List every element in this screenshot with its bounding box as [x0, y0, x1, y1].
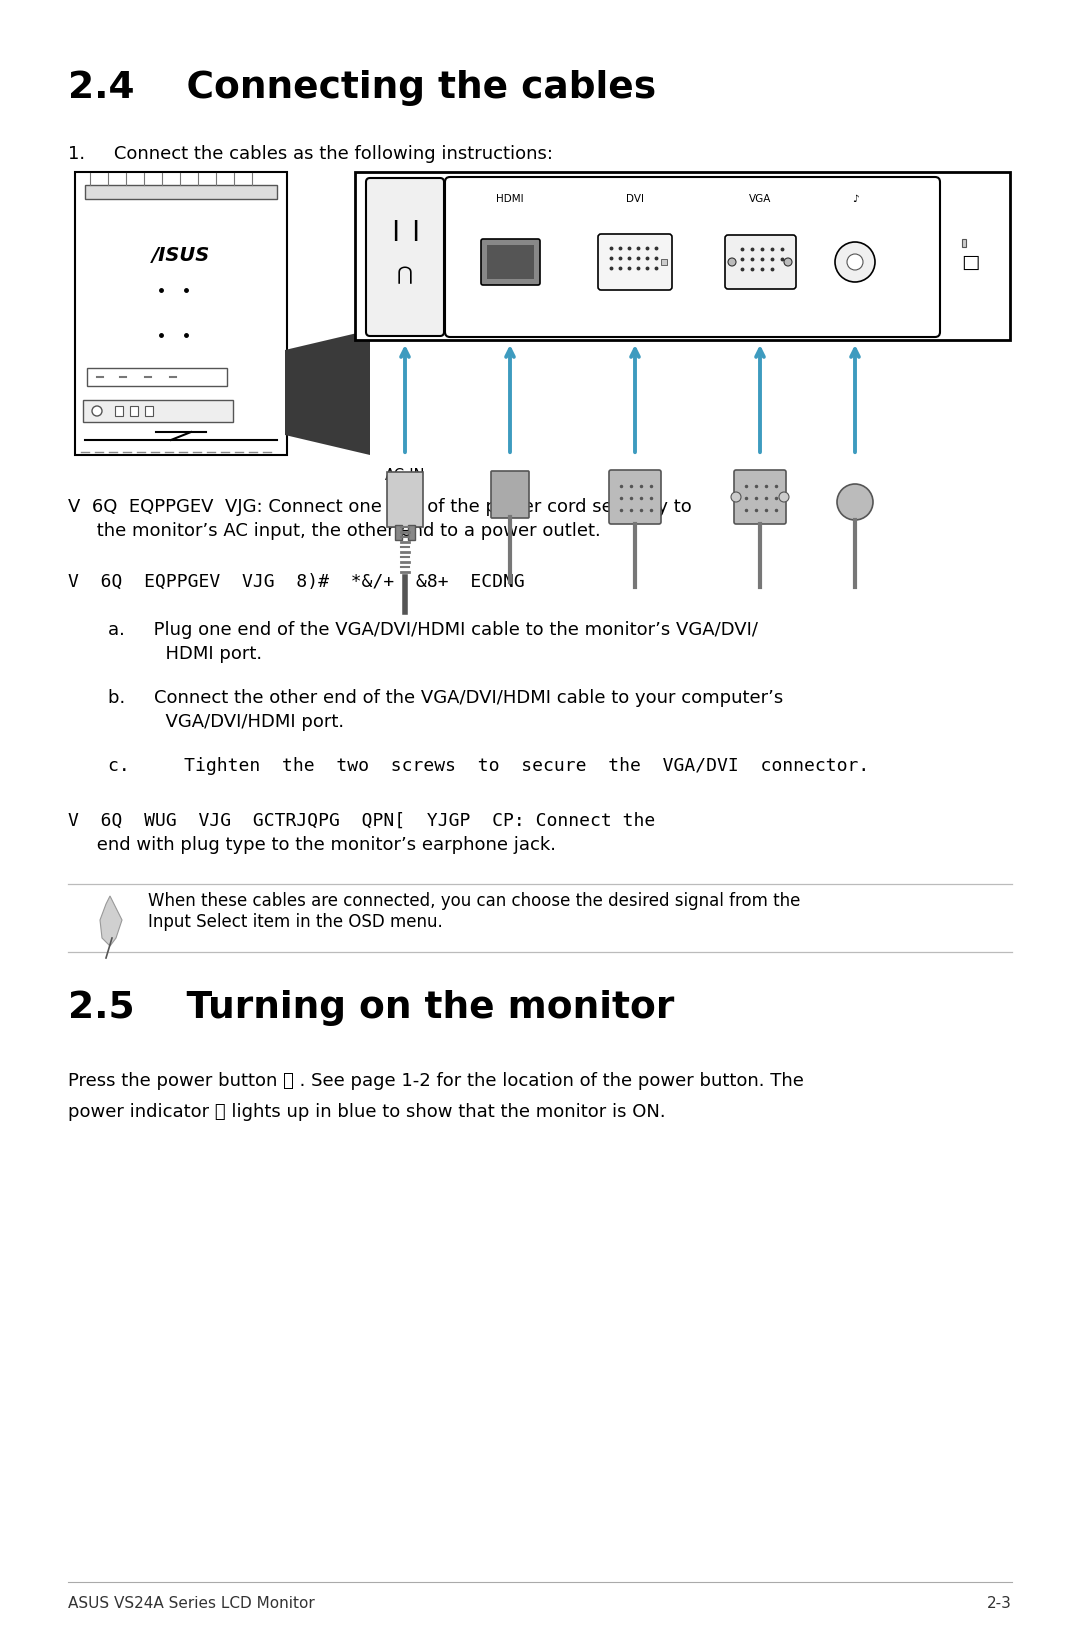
Text: V  6Q  EQPPGEV  VJG  8)#  *&/+  &8+  ECDNG: V 6Q EQPPGEV VJG 8)# *&/+ &8+ ECDNG — [68, 573, 525, 591]
Text: a.     Plug one end of the VGA/DVI/HDMI cable to the monitor’s VGA/DVI/: a. Plug one end of the VGA/DVI/HDMI cabl… — [108, 622, 758, 639]
FancyBboxPatch shape — [481, 239, 540, 285]
Circle shape — [779, 491, 789, 503]
Text: the monitor’s AC input, the other end to a power outlet.: the monitor’s AC input, the other end to… — [68, 522, 600, 540]
Text: AC-IN: AC-IN — [384, 469, 426, 483]
Text: 1.     Connect the cables as the following instructions:: 1. Connect the cables as the following i… — [68, 145, 553, 163]
Text: /ISUS: /ISUS — [152, 246, 211, 265]
Bar — [487, 246, 534, 278]
Bar — [75, 172, 287, 456]
Text: When these cables are connected, you can choose the desired signal from the
Inpu: When these cables are connected, you can… — [148, 892, 800, 931]
FancyBboxPatch shape — [598, 234, 672, 290]
Text: 2-3: 2-3 — [987, 1596, 1012, 1611]
Text: ⋂: ⋂ — [397, 265, 413, 285]
Text: ASUS VS24A Series LCD Monitor: ASUS VS24A Series LCD Monitor — [68, 1596, 314, 1611]
Bar — [661, 259, 667, 265]
Polygon shape — [285, 330, 370, 456]
Bar — [145, 407, 153, 417]
FancyBboxPatch shape — [725, 234, 796, 290]
FancyBboxPatch shape — [609, 470, 661, 524]
Bar — [83, 400, 233, 421]
Text: V  6Q  WUG  VJG  GCTRJQPG  QPN[  YJGP  CP: Connect the: V 6Q WUG VJG GCTRJQPG QPN[ YJGP CP: Conn… — [68, 812, 656, 830]
Text: V  6Q  EQPPGEV  VJG: Connect one end of the power cord securely to: V 6Q EQPPGEV VJG: Connect one end of the… — [68, 498, 692, 516]
FancyBboxPatch shape — [445, 177, 940, 337]
Text: VGA: VGA — [748, 194, 771, 203]
Circle shape — [837, 483, 873, 521]
Text: b.     Connect the other end of the VGA/DVI/HDMI cable to your computer’s: b. Connect the other end of the VGA/DVI/… — [108, 688, 783, 708]
Text: DVI: DVI — [626, 194, 644, 203]
Circle shape — [728, 259, 735, 265]
Bar — [387, 472, 423, 527]
Text: VGA/DVI/HDMI port.: VGA/DVI/HDMI port. — [108, 713, 345, 731]
Text: c.     Tighten  the  two  screws  to  secure  the  VGA/DVI  connector.: c. Tighten the two screws to secure the … — [108, 757, 869, 774]
Text: 2.4    Connecting the cables: 2.4 Connecting the cables — [68, 70, 657, 106]
Bar — [395, 526, 402, 540]
Bar — [114, 407, 123, 417]
Bar — [355, 172, 1010, 340]
Circle shape — [784, 259, 792, 265]
Bar — [87, 368, 227, 386]
Text: 2.5    Turning on the monitor: 2.5 Turning on the monitor — [68, 989, 674, 1027]
Text: ♪: ♪ — [852, 194, 859, 203]
Circle shape — [731, 491, 741, 503]
Circle shape — [835, 242, 875, 281]
Bar — [408, 526, 415, 540]
FancyBboxPatch shape — [491, 470, 529, 517]
Text: |: | — [410, 220, 419, 241]
Bar — [962, 239, 966, 247]
Text: end with plug type to the monitor’s earphone jack.: end with plug type to the monitor’s earp… — [68, 836, 556, 854]
Polygon shape — [100, 896, 122, 945]
Text: HDMI port.: HDMI port. — [108, 644, 262, 662]
Circle shape — [847, 254, 863, 270]
Circle shape — [92, 407, 102, 417]
Bar — [130, 407, 138, 417]
FancyBboxPatch shape — [734, 470, 786, 524]
Text: |: | — [391, 220, 400, 241]
Text: Press the power button ⏻ . See page 1-2 for the location of the power button. Th: Press the power button ⏻ . See page 1-2 … — [68, 1072, 804, 1121]
FancyBboxPatch shape — [366, 177, 444, 337]
Bar — [85, 185, 276, 198]
Text: HDMI: HDMI — [496, 194, 524, 203]
Text: □: □ — [961, 252, 980, 272]
